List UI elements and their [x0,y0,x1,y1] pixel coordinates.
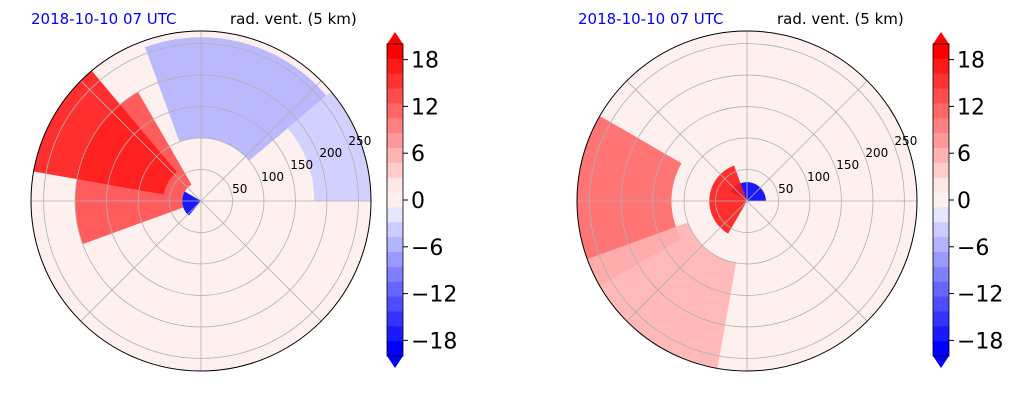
colorbar-tick-label: 0 [411,189,425,214]
colorbar-band [933,266,949,283]
colorbar-band [387,133,403,149]
radial-tick-label: 50 [778,182,793,196]
colorbar-extend-min [933,356,949,368]
colorbar-band [387,148,403,164]
grid-spoke-315 [200,200,322,322]
colorbar-band [933,207,949,223]
colorbar-band [387,103,403,119]
colorbar-band [387,162,403,179]
colorbar-band [387,296,403,312]
colorbar-band [387,58,403,75]
colorbar-band [387,266,403,283]
colorbar-band [387,177,403,194]
colorbar-band [387,44,403,60]
colorbar-band [933,177,949,194]
colorbar-band [933,237,949,253]
colorbar-band [387,118,403,134]
colorbar-band [387,326,403,342]
radial-tick-label: 150 [290,158,313,172]
colorbar-tick-label: 18 [411,49,439,74]
colorbar-band [387,192,403,208]
contour-region-1 [709,165,747,234]
colorbar-band [933,44,949,60]
colorbar-band [933,192,949,208]
colorbar-tick-label: 12 [957,95,985,120]
grid-spoke-45 [746,80,868,202]
radial-tick-label: 250 [894,134,917,148]
radial-tick-label: 150 [836,158,859,172]
grid-spoke-135 [80,80,202,202]
colorbar-band [933,341,949,357]
colorbar-extend-max [387,32,403,44]
contour-region-4 [287,91,371,201]
grid-spoke-135 [626,80,748,202]
colorbar-tick-label: −18 [411,329,457,354]
colorbar-tick-label: 6 [411,142,425,167]
colorbar-band [933,73,949,90]
colorbar-band [387,311,403,327]
colorbar-band [933,118,949,134]
grid-spoke-45 [200,80,322,202]
title-left: 2018-10-10 07 UTC [578,10,724,28]
colorbar-band [933,88,949,104]
colorbar-tick-label: −18 [957,329,1003,354]
colorbar-band [933,296,949,312]
title-left: 2018-10-10 07 UTC [31,10,177,28]
colorbar-extend-min [387,356,403,368]
panel-right: 2018-10-10 07 UTC rad. vent. (5 km) 50 100 1… [576,10,1003,372]
grid-spoke-225 [80,200,202,322]
colorbar-band [933,281,949,298]
colorbar-band [387,281,403,298]
colorbar-extend-max [933,32,949,44]
colorbar-band [387,207,403,223]
colorbar-band [387,73,403,90]
colorbar-band [933,58,949,75]
title-right: rad. vent. (5 km) [777,10,904,28]
polar-outline [576,30,918,372]
colorbar-band [933,133,949,149]
title-right: rad. vent. (5 km) [230,10,357,28]
contour-region-0 [182,191,201,216]
colorbar-band [933,103,949,119]
colorbar-tick-label: 18 [957,49,985,74]
radial-tick-label: 200 [865,146,888,160]
colorbar-band [387,88,403,104]
contour-region-3 [587,222,737,369]
colorbar-band [933,252,949,268]
colorbar-band [933,148,949,164]
radial-tick-label: 200 [319,146,342,160]
polar-outline [30,30,372,372]
colorbar-tick-label: 6 [957,142,971,167]
panel-left: 2018-10-10 07 UTC rad. vent. (5 km) 50 100 1… [30,10,457,372]
colorbar-band [387,252,403,268]
colorbar-band [933,326,949,342]
radial-tick-label: 250 [348,134,371,148]
contour-region-3 [145,37,327,161]
colorbar-tick-label: 12 [411,95,439,120]
colorbar-band [933,162,949,179]
grid-spoke-315 [746,200,868,322]
colorbar-band [933,222,949,238]
colorbar-band [933,311,949,327]
grid-spoke-225 [626,200,748,322]
colorbar-tick-label: −12 [957,283,1003,308]
colorbar-band [387,222,403,238]
radial-tick-label: 100 [807,170,830,184]
colorbar-tick-label: −6 [957,236,989,261]
colorbar: 18 12 6 0 −6 −12 −18 [932,32,1003,368]
colorbar-band [387,237,403,253]
colorbar-tick-label: −6 [411,236,443,261]
contour-region-2 [33,70,177,195]
colorbar-tick-label: 0 [957,189,971,214]
colorbar: 18 12 6 0 −6 −12 −18 [386,32,457,368]
colorbar-tick-label: −12 [411,283,457,308]
radial-tick-label: 50 [232,182,247,196]
colorbar-band [387,341,403,357]
radial-tick-label: 100 [261,170,284,184]
